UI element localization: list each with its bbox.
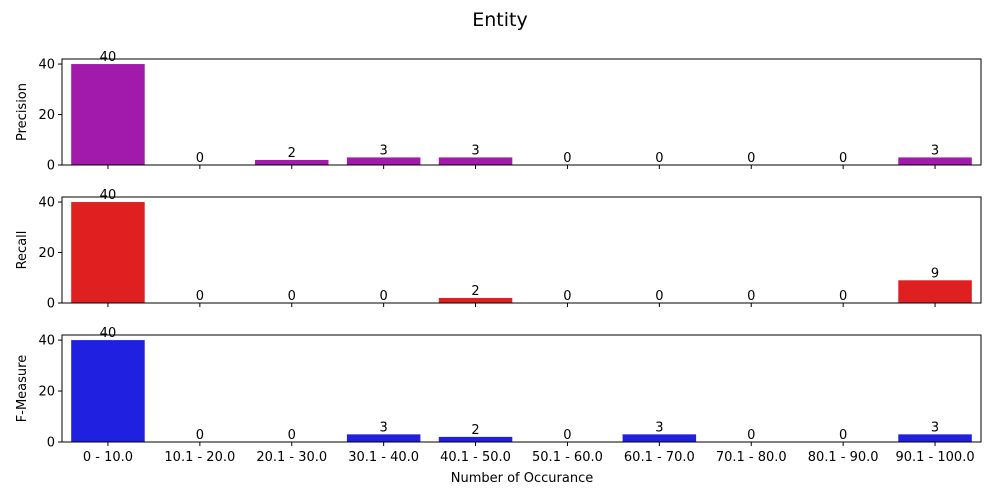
bar xyxy=(346,434,421,442)
data-label: 0 xyxy=(839,289,847,304)
data-label: 3 xyxy=(655,420,663,435)
bar xyxy=(438,157,513,165)
data-label: 0 xyxy=(196,428,204,443)
data-label: 2 xyxy=(288,146,296,161)
x-tick-label: 80.1 - 90.0 xyxy=(808,450,879,465)
y-tick-label: 40 xyxy=(38,58,55,73)
data-label: 0 xyxy=(288,289,296,304)
x-axis-label: Number of Occurance xyxy=(451,471,593,486)
x-tick-label: 60.1 - 70.0 xyxy=(624,450,695,465)
bar xyxy=(438,436,513,442)
data-label: 0 xyxy=(196,289,204,304)
data-label: 9 xyxy=(931,266,939,281)
data-label: 0 xyxy=(563,428,571,443)
data-label: 0 xyxy=(747,151,755,166)
data-label: 0 xyxy=(196,151,204,166)
y-axis-label: F-Measure xyxy=(15,355,30,422)
data-label: 0 xyxy=(655,151,663,166)
data-label: 0 xyxy=(747,289,755,304)
y-tick-label: 40 xyxy=(38,334,55,349)
y-tick-label: 0 xyxy=(47,159,55,174)
bar xyxy=(622,434,697,442)
data-label: 0 xyxy=(288,428,296,443)
axes-frame xyxy=(61,196,982,304)
bar xyxy=(898,280,972,303)
bar xyxy=(346,157,421,165)
data-label: 0 xyxy=(563,151,571,166)
x-tick-label: 90.1 - 100.0 xyxy=(895,450,974,465)
data-label: 0 xyxy=(563,289,571,304)
bar xyxy=(254,159,329,165)
data-label: 3 xyxy=(931,143,939,158)
y-axis-label: Precision xyxy=(15,83,30,141)
x-tick-label: 20.1 - 30.0 xyxy=(256,450,327,465)
x-tick-label: 0 - 10.0 xyxy=(83,450,133,465)
y-tick-label: 20 xyxy=(38,108,55,123)
data-label: 3 xyxy=(931,420,939,435)
x-tick-label: 40.1 - 50.0 xyxy=(440,450,511,465)
bar xyxy=(71,64,145,165)
data-label: 40 xyxy=(100,326,117,341)
subplot-1: 40 0 2 3 3 0 0 0 0 3 0 20 40 Precision xyxy=(15,50,982,174)
bar xyxy=(438,297,513,303)
data-label: 3 xyxy=(380,143,388,158)
data-label: 40 xyxy=(100,50,117,65)
data-label: 0 xyxy=(747,428,755,443)
data-label: 3 xyxy=(380,420,388,435)
data-label: 40 xyxy=(100,188,117,203)
bar xyxy=(898,434,972,442)
y-tick-label: 0 xyxy=(47,297,55,312)
axes-frame xyxy=(61,58,982,166)
x-tick-label: 10.1 - 20.0 xyxy=(164,450,235,465)
bar xyxy=(71,202,145,303)
y-tick-label: 20 xyxy=(38,246,55,261)
chart-title: Entity xyxy=(472,9,527,31)
data-label: 0 xyxy=(380,289,388,304)
y-tick-label: 20 xyxy=(38,385,55,400)
data-label: 2 xyxy=(471,423,479,438)
data-label: 0 xyxy=(839,428,847,443)
x-tick-label: 30.1 - 40.0 xyxy=(348,450,419,465)
data-label: 0 xyxy=(839,151,847,166)
x-tick-label: 50.1 - 60.0 xyxy=(532,450,603,465)
data-label: 2 xyxy=(471,284,479,299)
data-label: 3 xyxy=(471,143,479,158)
x-tick-label: 70.1 - 80.0 xyxy=(716,450,787,465)
y-tick-label: 40 xyxy=(38,196,55,211)
bar xyxy=(898,157,972,165)
y-axis-label: Recall xyxy=(15,231,30,270)
y-tick-label: 0 xyxy=(47,436,55,451)
axes-frame xyxy=(61,334,982,443)
bar xyxy=(71,340,145,442)
data-label: 0 xyxy=(655,289,663,304)
